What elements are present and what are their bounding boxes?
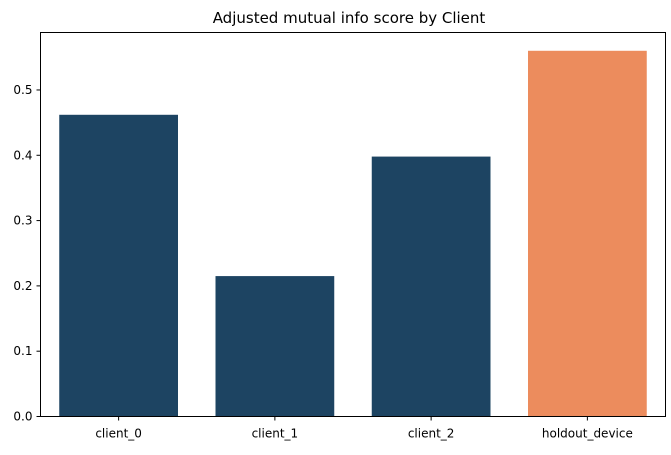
y-tick-label: 0.5 [13,83,32,97]
y-axis: 0.0 0.1 0.2 0.3 0.4 0.5 [13,83,41,424]
x-tick-label: client_1 [252,427,299,441]
y-tick-label: 0.1 [13,344,32,358]
x-axis: client_0 client_1 client_2 holdout_device [95,416,633,441]
bar-client-0 [59,114,178,417]
bar-client-2 [371,156,491,417]
y-tick-label: 0.3 [13,214,32,228]
x-tick-label: holdout_device [542,427,633,441]
y-tick-label: 0.4 [13,148,32,162]
plot-frame [40,32,666,417]
y-tick-label: 0.0 [13,410,32,424]
y-tick-label: 0.2 [13,279,32,293]
plot-area [59,50,647,417]
x-tick-label: client_2 [408,427,455,441]
bar-holdout-device [528,50,647,417]
bar-client-1 [215,276,335,417]
chart-title: Adjusted mutual info score by Client [213,9,486,27]
x-tick-label: client_0 [95,427,142,441]
